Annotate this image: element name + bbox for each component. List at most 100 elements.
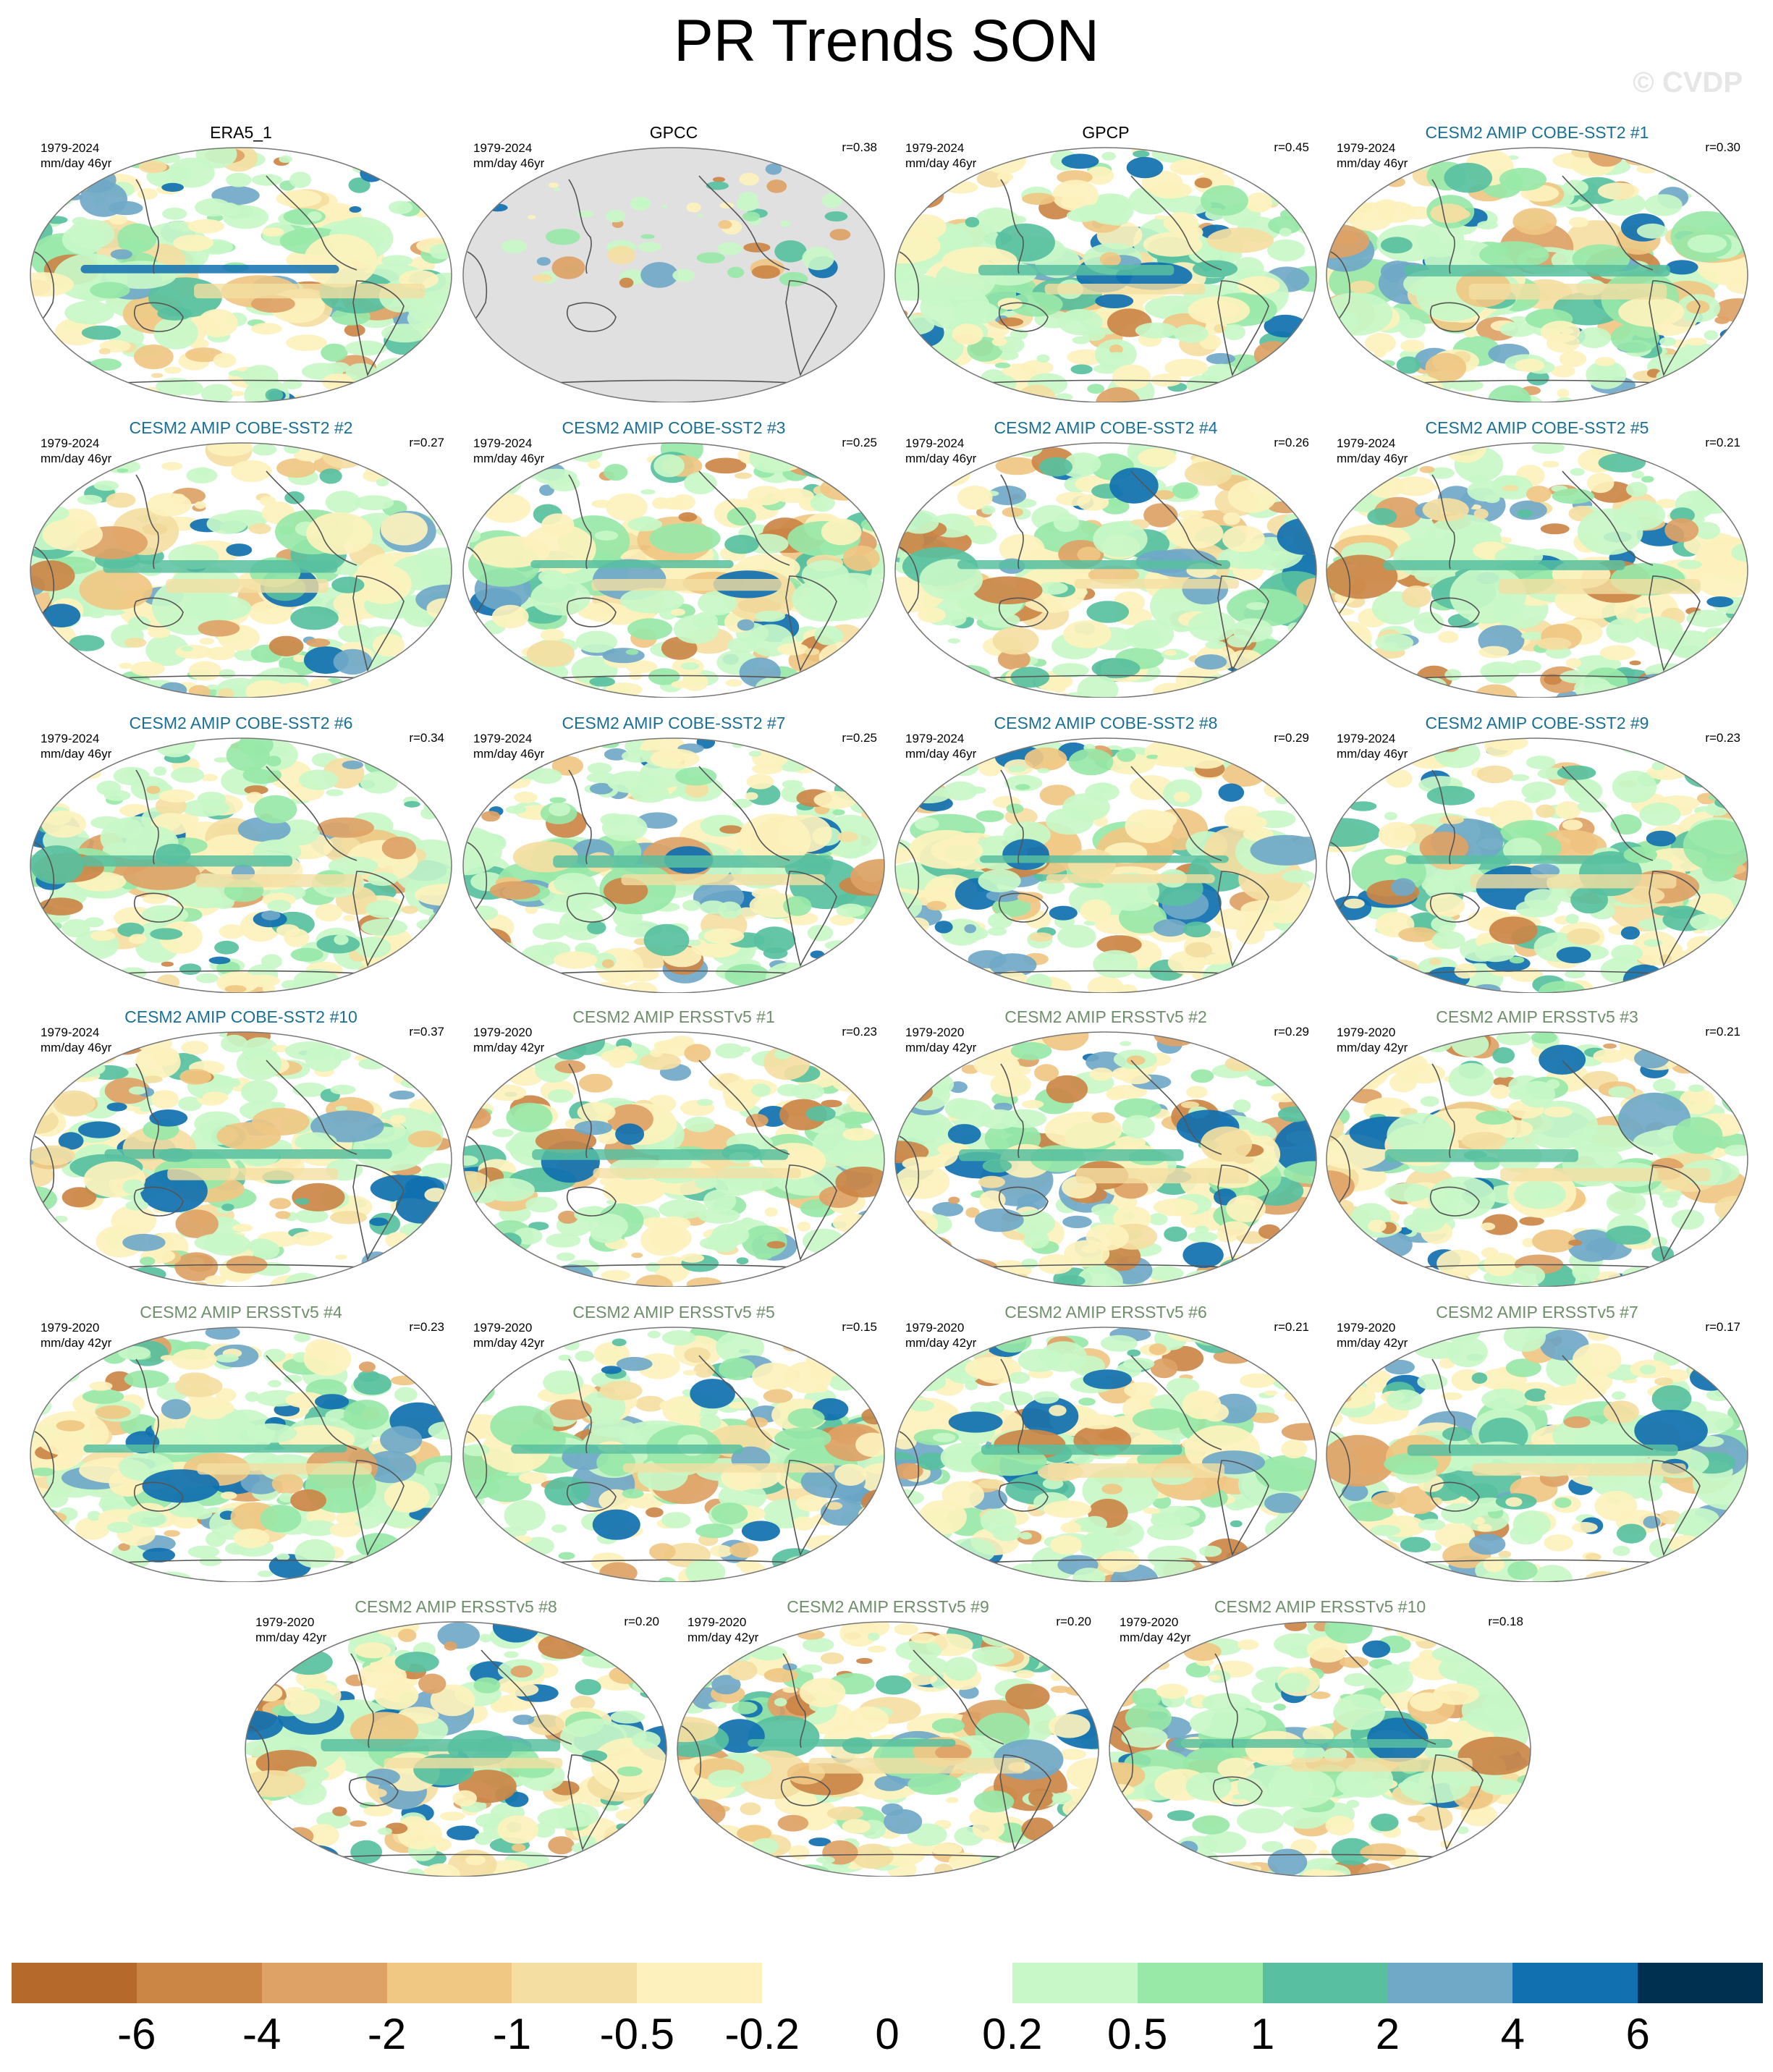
period-units: mm/day 42yr <box>255 1631 327 1644</box>
panel-title: CESM2 AMIP COBE-SST2 #6 <box>129 714 353 732</box>
panel-title: CESM2 AMIP ERSSTv5 #6 <box>1004 1303 1207 1322</box>
period-units: mm/day 42yr <box>1337 1041 1408 1054</box>
period-units: mm/day 46yr <box>905 452 977 465</box>
panel-period: 1979-2024 mm/day 46yr <box>1337 731 1408 761</box>
colorbar-tick-label: -0.5 <box>599 2010 674 2058</box>
panel-title: CESM2 AMIP COBE-SST2 #7 <box>562 714 786 732</box>
period-years: 1979-2024 <box>905 436 965 450</box>
map-panel: CESM2 AMIP ERSSTv5 #9 1979-2020 mm/day 42y… <box>674 1597 1101 1877</box>
panel-title: GPCP <box>1082 123 1130 142</box>
robinson-map <box>677 1621 1099 1877</box>
colorbar-swatch <box>887 1963 1013 2003</box>
period-years: 1979-2024 <box>1337 436 1396 450</box>
period-years: 1979-2024 <box>1337 732 1396 745</box>
panel-title: CESM2 AMIP COBE-SST2 #9 <box>1425 714 1649 732</box>
panel-period: 1979-2024 mm/day 46yr <box>41 1025 111 1055</box>
map-panel: GPCC 1979-2024 mm/day 46yr r=0.38 <box>460 123 887 402</box>
period-years: 1979-2020 <box>41 1321 100 1335</box>
robinson-map <box>1326 1327 1748 1582</box>
map-panel: CESM2 AMIP COBE-SST2 #5 1979-2024 mm/day 4… <box>1324 418 1751 698</box>
period-years: 1979-2020 <box>1120 1615 1179 1629</box>
panel-title: CESM2 AMIP ERSSTv5 #5 <box>572 1303 775 1322</box>
panel-period: 1979-2024 mm/day 46yr <box>1337 436 1408 466</box>
period-units: mm/day 46yr <box>473 452 545 465</box>
period-years: 1979-2020 <box>905 1321 965 1335</box>
panel-period: 1979-2020 mm/day 42yr <box>905 1025 976 1055</box>
panel-title: CESM2 AMIP ERSSTv5 #10 <box>1214 1597 1426 1616</box>
robinson-map <box>894 442 1317 698</box>
period-units: mm/day 42yr <box>1337 1336 1408 1350</box>
colorbar-swatch <box>1262 1963 1388 2003</box>
period-years: 1979-2020 <box>687 1615 747 1629</box>
period-units: mm/day 46yr <box>473 747 545 761</box>
colorbar <box>12 1963 1764 2003</box>
map-panel: CESM2 AMIP COBE-SST2 #8 1979-2024 mm/day 4… <box>892 714 1319 993</box>
period-years: 1979-2020 <box>905 1026 965 1039</box>
period-units: mm/day 42yr <box>905 1041 977 1054</box>
panel-title: CESM2 AMIP ERSSTv5 #4 <box>140 1303 342 1322</box>
colorbar-tick-label: 0.2 <box>982 2010 1043 2058</box>
panel-title: GPCC <box>649 123 698 142</box>
robinson-map <box>245 1621 667 1877</box>
panel-period: 1979-2024 mm/day 46yr <box>1337 140 1408 171</box>
map-panel: CESM2 AMIP COBE-SST2 #3 1979-2024 mm/day 4… <box>460 418 887 698</box>
map-panel: CESM2 AMIP ERSSTv5 #6 1979-2020 mm/day 42y… <box>892 1303 1319 1582</box>
pattern-correlation: r=0.23 <box>1705 731 1740 745</box>
panel-title: CESM2 AMIP COBE-SST2 #5 <box>1425 418 1649 437</box>
robinson-map <box>30 442 452 698</box>
map-outline <box>894 1327 1317 1582</box>
period-units: mm/day 46yr <box>905 747 977 761</box>
panel-title: CESM2 AMIP COBE-SST2 #1 <box>1425 123 1649 142</box>
colorbar-swatch <box>1638 1963 1764 2003</box>
pattern-correlation: r=0.37 <box>409 1025 444 1039</box>
map-panel: CESM2 AMIP COBE-SST2 #4 1979-2024 mm/day 4… <box>892 418 1319 698</box>
period-years: 1979-2024 <box>41 436 100 450</box>
map-panel: GPCP 1979-2024 mm/day 46yr r=0.45 <box>892 123 1319 402</box>
period-years: 1979-2024 <box>905 732 965 745</box>
colorbar-tick-label: 0 <box>875 2010 900 2058</box>
panel-title: ERA5_1 <box>210 123 272 142</box>
map-outline <box>1326 147 1748 402</box>
map-outline <box>677 1621 1099 1877</box>
period-years: 1979-2024 <box>41 141 100 155</box>
colorbar-swatch <box>1012 1963 1138 2003</box>
colorbar-swatch <box>637 1963 763 2003</box>
colorbar-swatch <box>762 1963 888 2003</box>
period-years: 1979-2020 <box>473 1321 533 1335</box>
map-panel: CESM2 AMIP ERSSTv5 #3 1979-2020 mm/day 42y… <box>1324 1007 1751 1287</box>
pattern-correlation: r=0.20 <box>624 1615 659 1628</box>
pattern-correlation: r=0.27 <box>409 436 444 449</box>
map-panel: CESM2 AMIP ERSSTv5 #8 1979-2020 mm/day 42y… <box>242 1597 669 1877</box>
panel-period: 1979-2024 mm/day 46yr <box>473 731 544 761</box>
pattern-correlation: r=0.21 <box>1705 1025 1740 1039</box>
colorbar-tick-label: -2 <box>367 2010 407 2058</box>
panel-period: 1979-2020 mm/day 42yr <box>687 1615 758 1645</box>
period-units: mm/day 46yr <box>905 156 977 170</box>
map-panel: CESM2 AMIP ERSSTv5 #4 1979-2020 mm/day 42y… <box>27 1303 454 1582</box>
map-panel-grid: ERA5_1 1979-2024 mm/day 46yr GPCC 1979-2024 m… <box>27 123 1751 1877</box>
panel-title: CESM2 AMIP ERSSTv5 #3 <box>1436 1007 1638 1026</box>
period-years: 1979-2024 <box>1337 141 1396 155</box>
period-units: mm/day 46yr <box>41 1041 112 1054</box>
map-panel: CESM2 AMIP ERSSTv5 #10 1979-2020 mm/day 42… <box>1106 1597 1533 1877</box>
pattern-correlation: r=0.18 <box>1488 1615 1523 1628</box>
panel-period: 1979-2020 mm/day 42yr <box>473 1025 544 1055</box>
period-years: 1979-2024 <box>473 436 533 450</box>
pattern-correlation: r=0.26 <box>1274 436 1309 449</box>
pattern-correlation: r=0.17 <box>1705 1320 1740 1334</box>
robinson-map <box>462 442 885 698</box>
pattern-correlation: r=0.20 <box>1056 1615 1091 1628</box>
map-outline <box>1326 1031 1748 1287</box>
period-years: 1979-2020 <box>1337 1026 1396 1039</box>
robinson-map <box>30 1327 452 1582</box>
period-years: 1979-2020 <box>255 1615 315 1629</box>
map-outline <box>894 1031 1317 1287</box>
period-units: mm/day 46yr <box>1337 452 1408 465</box>
panel-period: 1979-2024 mm/day 46yr <box>905 731 976 761</box>
colorbar-swatch <box>12 1963 137 2003</box>
period-years: 1979-2024 <box>41 1026 100 1039</box>
robinson-map <box>462 737 885 993</box>
map-panel: CESM2 AMIP ERSSTv5 #5 1979-2020 mm/day 42y… <box>460 1303 887 1582</box>
robinson-map <box>30 147 452 402</box>
robinson-map <box>1326 737 1748 993</box>
